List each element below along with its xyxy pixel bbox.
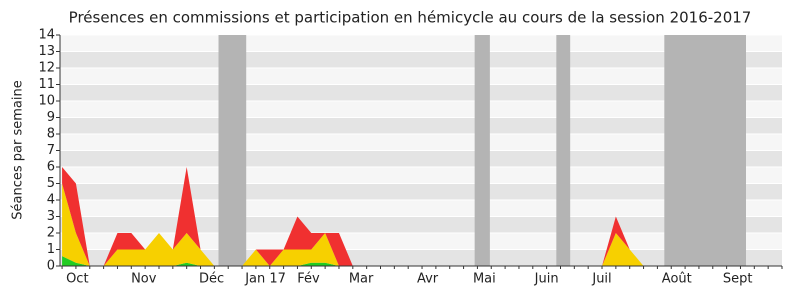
- x-tick-label: Avr: [417, 272, 439, 287]
- x-tick-label: Août: [662, 272, 692, 287]
- y-tick-label: 11: [38, 77, 55, 92]
- x-tick-label: Mar: [349, 272, 374, 287]
- y-tick-label: 7: [47, 143, 55, 158]
- y-tick-label: 3: [47, 209, 55, 224]
- y-tick-label: 2: [47, 226, 55, 241]
- x-tick-label: Nov: [131, 272, 157, 287]
- y-tick-label: 8: [47, 127, 55, 142]
- y-tick-label: 13: [38, 44, 55, 59]
- vacation-band: [218, 35, 247, 266]
- y-tick-label: 6: [47, 160, 55, 175]
- y-tick-label: 0: [47, 259, 55, 274]
- y-tick-label: 4: [47, 193, 55, 208]
- y-tick-label: 1: [47, 242, 55, 257]
- x-tick-label: Sept: [723, 272, 753, 287]
- y-tick-label: 14: [38, 28, 55, 43]
- chart-title: Présences en commissions et participatio…: [69, 9, 752, 27]
- area: [62, 183, 782, 266]
- x-tick-label: Mai: [473, 272, 496, 287]
- x-tick-label: Jan 17: [244, 272, 286, 287]
- x-tick-label: Fév: [297, 272, 320, 287]
- x-tick-label: Juin: [534, 272, 559, 287]
- x-tick-label: Oct: [66, 272, 88, 287]
- y-axis-label: Séances par semaine: [11, 80, 26, 219]
- y-tick-label: 10: [38, 94, 55, 109]
- x-tick-label: Déc: [199, 272, 224, 287]
- y-tick-label: 5: [47, 176, 55, 191]
- vacation-band: [474, 35, 490, 266]
- y-tick-label: 9: [47, 110, 55, 125]
- vacation-band: [664, 35, 747, 266]
- x-tick-label: Juil: [591, 272, 611, 287]
- vacation-band: [556, 35, 571, 266]
- y-tick-label: 12: [38, 61, 55, 76]
